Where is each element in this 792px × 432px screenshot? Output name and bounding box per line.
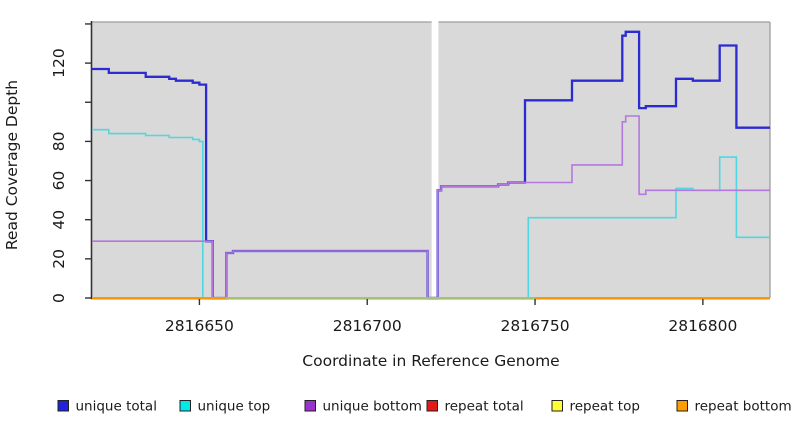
- legend-label-unique-bottom: unique bottom: [323, 399, 422, 415]
- y-tick-label: 0: [50, 293, 68, 303]
- series-line-unique-bottom: [92, 115, 770, 299]
- x-tick-label: 2816800: [668, 317, 737, 335]
- legend-swatch-unique-bottom: [304, 400, 316, 412]
- series-line-unique-top: [92, 128, 770, 299]
- legend-label-repeat-bottom: repeat bottom: [695, 399, 792, 415]
- y-tick-label: 120: [50, 48, 68, 78]
- legend-label-unique-total: unique total: [76, 399, 157, 415]
- y-tick-label: 20: [50, 249, 68, 269]
- legend-swatch-repeat-total: [426, 400, 438, 412]
- plot-panel: [92, 22, 770, 298]
- legend-label-unique-top: unique top: [198, 399, 271, 415]
- legend-label-repeat-total: repeat total: [445, 399, 524, 415]
- y-tick-label: 40: [50, 210, 68, 230]
- y-tick-label: 60: [50, 171, 68, 191]
- no-data-gap-band: [431, 12, 439, 297]
- legend-swatch-repeat-top: [551, 400, 563, 412]
- legend-label-repeat-top: repeat top: [570, 399, 640, 415]
- y-tick-label: 80: [50, 132, 68, 152]
- legend-swatch-unique-total: [57, 400, 69, 412]
- x-tick-label: 2816750: [501, 317, 570, 335]
- y-axis-title: Read Coverage Depth: [3, 80, 21, 250]
- legend-swatch-repeat-bottom: [676, 400, 688, 412]
- x-tick-label: 2816650: [165, 317, 234, 335]
- legend-swatch-unique-top: [179, 400, 191, 412]
- x-tick-label: 2816700: [333, 317, 402, 335]
- x-axis-title: Coordinate in Reference Genome: [302, 352, 559, 370]
